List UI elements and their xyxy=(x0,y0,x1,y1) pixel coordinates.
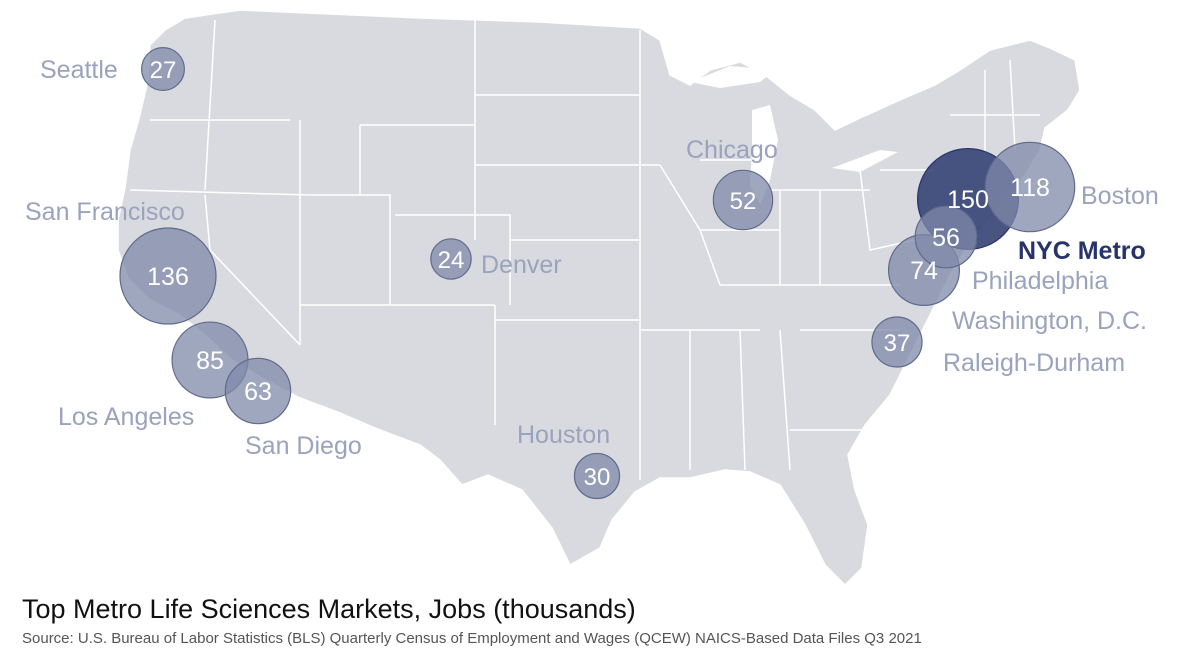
lake-erie xyxy=(832,150,898,172)
metro-label-washington-d-c: Washington, D.C. xyxy=(952,307,1147,335)
metro-label-seattle: Seattle xyxy=(40,56,118,84)
border-line xyxy=(310,194,391,305)
border-line xyxy=(204,194,301,346)
metro-label-denver: Denver xyxy=(481,251,562,279)
border-line xyxy=(129,189,311,196)
value-label-boston: 118 xyxy=(1010,174,1050,202)
metro-label-san-diego: San Diego xyxy=(245,432,362,460)
bubble-boston xyxy=(984,141,1076,233)
value-label-san-diego: 63 xyxy=(244,378,272,406)
value-label-los-angeles: 85 xyxy=(196,347,224,375)
value-label-chicago: 52 xyxy=(730,188,757,215)
us-outline xyxy=(117,9,1081,587)
value-label-houston: 30 xyxy=(584,464,611,491)
value-label-raleigh-durham: 37 xyxy=(884,330,911,357)
metro-label-raleigh-durham: Raleigh-Durham xyxy=(943,349,1125,377)
value-label-san-francisco: 136 xyxy=(147,263,189,291)
chart-title: Top Metro Life Sciences Markets, Jobs (t… xyxy=(22,594,636,624)
value-label-philadelphia: 56 xyxy=(932,224,960,252)
metro-label-chicago: Chicago xyxy=(686,136,778,164)
bubble-philadelphia xyxy=(914,205,978,269)
value-label-seattle: 27 xyxy=(150,57,177,84)
value-label-denver: 24 xyxy=(438,247,465,274)
metro-label-nyc-metro: NYC Metro xyxy=(1018,237,1146,265)
us-landmass xyxy=(117,9,1081,587)
value-label-nyc-metro: 150 xyxy=(947,186,989,214)
value-label-washington-d-c: 74 xyxy=(910,257,938,285)
border-line xyxy=(204,19,216,191)
border-line xyxy=(1009,59,1016,151)
bubble-raleigh-durham xyxy=(871,316,923,368)
metro-label-philadelphia: Philadelphia xyxy=(972,267,1108,295)
bubble-seattle xyxy=(141,47,185,91)
border-line xyxy=(739,329,746,471)
bubble-san-diego xyxy=(224,357,292,425)
source-note: Source: U.S. Bureau of Labor Statistics … xyxy=(22,630,922,647)
border-line xyxy=(395,214,511,305)
border-line xyxy=(779,329,791,471)
metro-label-houston: Houston xyxy=(517,421,610,449)
metro-label-san-francisco: San Francisco xyxy=(25,198,185,226)
metro-label-los-angeles: Los Angeles xyxy=(58,403,194,431)
metro-label-boston: Boston xyxy=(1081,182,1159,210)
bubble-san-francisco xyxy=(119,227,217,325)
lake-superior xyxy=(690,66,775,88)
bubble-houston xyxy=(573,452,621,500)
bubble-denver xyxy=(430,238,472,280)
bubble-chicago xyxy=(712,169,774,231)
